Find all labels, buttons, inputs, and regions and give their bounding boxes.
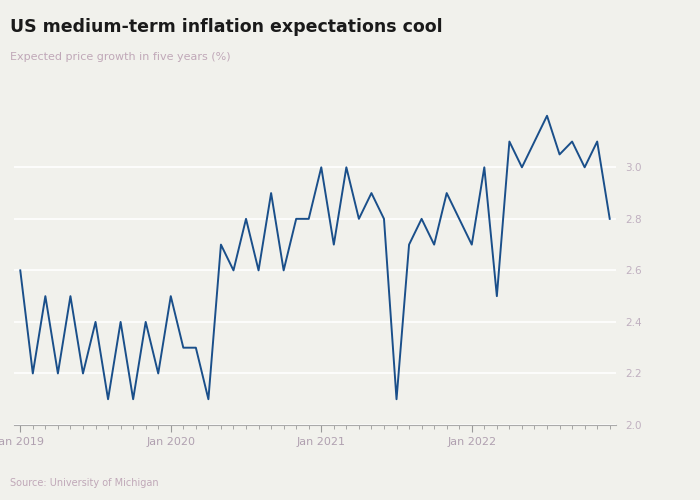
Text: Source: University of Michigan: Source: University of Michigan xyxy=(10,478,159,488)
Text: Expected price growth in five years (%): Expected price growth in five years (%) xyxy=(10,52,231,62)
Text: US medium-term inflation expectations cool: US medium-term inflation expectations co… xyxy=(10,18,443,36)
